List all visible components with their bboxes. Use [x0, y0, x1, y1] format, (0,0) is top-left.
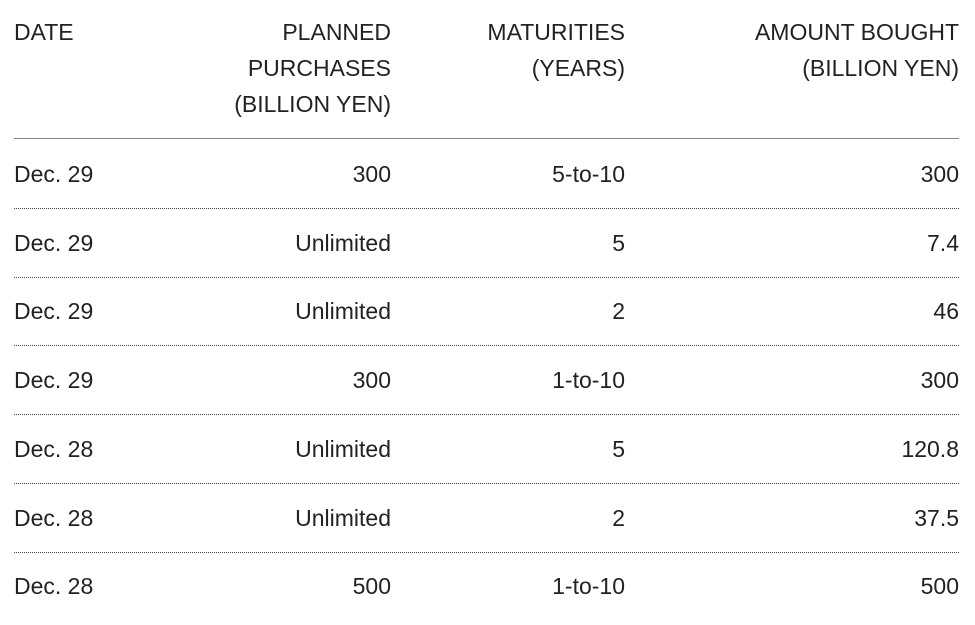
- cell: 500: [920, 573, 959, 600]
- cell: Dec. 28: [14, 504, 94, 531]
- cell: 300: [352, 161, 391, 187]
- cell: 2: [612, 298, 625, 325]
- cell: Dec. 29: [14, 161, 94, 187]
- cell: 46: [933, 298, 959, 325]
- cell: 7.4: [927, 229, 959, 256]
- header-cell: MATURITIES: [487, 19, 625, 45]
- cell: Dec. 29: [14, 298, 94, 325]
- cell: 5: [612, 229, 625, 256]
- header-cell: PLANNED: [282, 19, 391, 45]
- header-rule: [14, 138, 959, 139]
- header-cell: DATE: [14, 19, 74, 45]
- cell: Unlimited: [295, 504, 391, 531]
- cell: Unlimited: [295, 298, 391, 325]
- row-rule: [14, 414, 959, 416]
- cell: 5-to-10: [552, 161, 625, 187]
- header-cell: PURCHASES: [247, 55, 391, 81]
- cell: 500: [352, 573, 391, 600]
- header-cell: (YEARS): [531, 55, 625, 81]
- cell: Unlimited: [295, 229, 391, 256]
- cell: 300: [920, 367, 959, 394]
- row-rule: [14, 482, 959, 484]
- cell: 1-to-10: [552, 367, 625, 394]
- header-cell: (BILLION YEN): [234, 91, 391, 117]
- cell: Dec. 29: [14, 229, 94, 256]
- cell: 2: [612, 504, 625, 531]
- header-cell: AMOUNT BOUGHT: [754, 19, 959, 45]
- cell: 300: [920, 161, 959, 187]
- row-rule: [14, 551, 959, 553]
- cell: 37.5: [914, 504, 959, 531]
- row-rule: [14, 345, 959, 347]
- cell: Dec. 28: [14, 573, 94, 600]
- cell: Dec. 28: [14, 435, 94, 462]
- cell: 300: [352, 367, 391, 394]
- cell: 5: [612, 435, 625, 462]
- header-cell: (BILLION YEN): [802, 55, 959, 81]
- cell: Unlimited: [295, 435, 391, 462]
- row-rule: [14, 276, 959, 278]
- cell: Dec. 29: [14, 367, 94, 394]
- cell: 120.8: [901, 435, 959, 462]
- cell: 1-to-10: [552, 573, 625, 600]
- row-rule: [14, 208, 959, 209]
